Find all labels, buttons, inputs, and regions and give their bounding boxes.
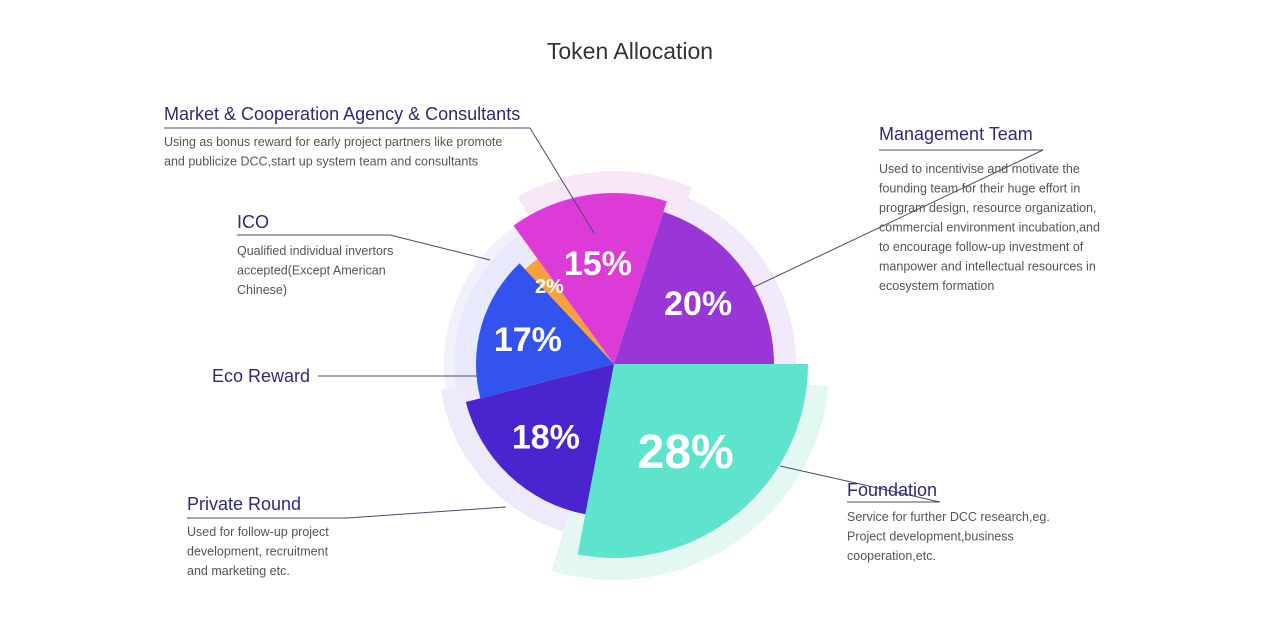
- pie-slices: [465, 193, 808, 558]
- percent-label-eco-reward: 17%: [494, 321, 562, 359]
- slice-label-private-round: Private Round: [187, 494, 301, 514]
- slice-desc-management-team: founding team for their huge effort in: [879, 182, 1080, 196]
- leader-line-private-round: [346, 506, 507, 519]
- percent-label-management-team: 20%: [664, 285, 732, 323]
- percent-label-market-cooperation-agency-consultants: 15%: [564, 245, 632, 283]
- slice-label-ico: ICO: [237, 212, 269, 232]
- slice-desc-foundation: Project development,business: [847, 530, 1014, 544]
- slice-desc-market-cooperation-agency-consultants: Using as bonus reward for early project …: [164, 135, 502, 149]
- leader-line-foundation: [779, 465, 941, 503]
- leader-lines: [164, 127, 1044, 519]
- slice-desc-ico: Qualified individual invertors: [237, 244, 393, 258]
- leader-line-market-cooperation-agency-consultants: [529, 127, 595, 234]
- leader-line-ico: [389, 234, 491, 261]
- slice-desc-management-team: program design, resource organization,: [879, 201, 1096, 215]
- slice-desc-ico: accepted(Except American: [237, 264, 386, 278]
- slice-foundation: [577, 364, 808, 558]
- slice-label-management-team: Management Team: [879, 124, 1033, 144]
- slice-management-team: [614, 211, 774, 364]
- percent-label-private-round: 18%: [512, 419, 580, 457]
- slice-label-foundation: Foundation: [847, 480, 937, 500]
- slice-desc-management-team: Used to incentivise and motivate the: [879, 162, 1080, 176]
- percent-label-foundation: 28%: [638, 426, 734, 479]
- slice-desc-management-team: commercial environment incubation,and: [879, 221, 1100, 235]
- slice-desc-management-team: ecosystem formation: [879, 279, 994, 293]
- slice-desc-ico: Chinese): [237, 283, 287, 297]
- slice-labels: Foundation Service for further DCC resear…: [164, 104, 1100, 578]
- slice-desc-management-team: to encourage follow-up investment of: [879, 240, 1084, 254]
- slice-desc-private-round: development, recruitment: [187, 545, 329, 559]
- slice-label-market-cooperation-agency-consultants: Market & Cooperation Agency & Consultant…: [164, 104, 520, 124]
- slice-ico: [525, 258, 614, 364]
- slice-market-cooperation-agency-consultants: [513, 193, 667, 364]
- slice-desc-foundation: cooperation,etc.: [847, 549, 936, 563]
- percent-label-ico: 2%: [535, 276, 564, 298]
- slice-desc-private-round: and marketing etc.: [187, 564, 290, 578]
- slice-private-round: [465, 364, 614, 515]
- slice-desc-foundation: Service for further DCC research,eg.: [847, 510, 1050, 524]
- slice-eco-reward: [476, 263, 614, 399]
- slice-label-eco-reward: Eco Reward: [212, 366, 310, 386]
- slice-desc-market-cooperation-agency-consultants: and publicize DCC,start up system team a…: [164, 155, 478, 169]
- slice-desc-management-team: manpower and intellectual resources in: [879, 260, 1096, 274]
- percent-labels: 28% 18% 17% 2%15% 20%: [494, 245, 734, 479]
- leader-line-management-team: [753, 149, 1044, 288]
- slice-desc-private-round: Used for follow-up project: [187, 525, 329, 539]
- chart-title: Token Allocation: [547, 38, 713, 64]
